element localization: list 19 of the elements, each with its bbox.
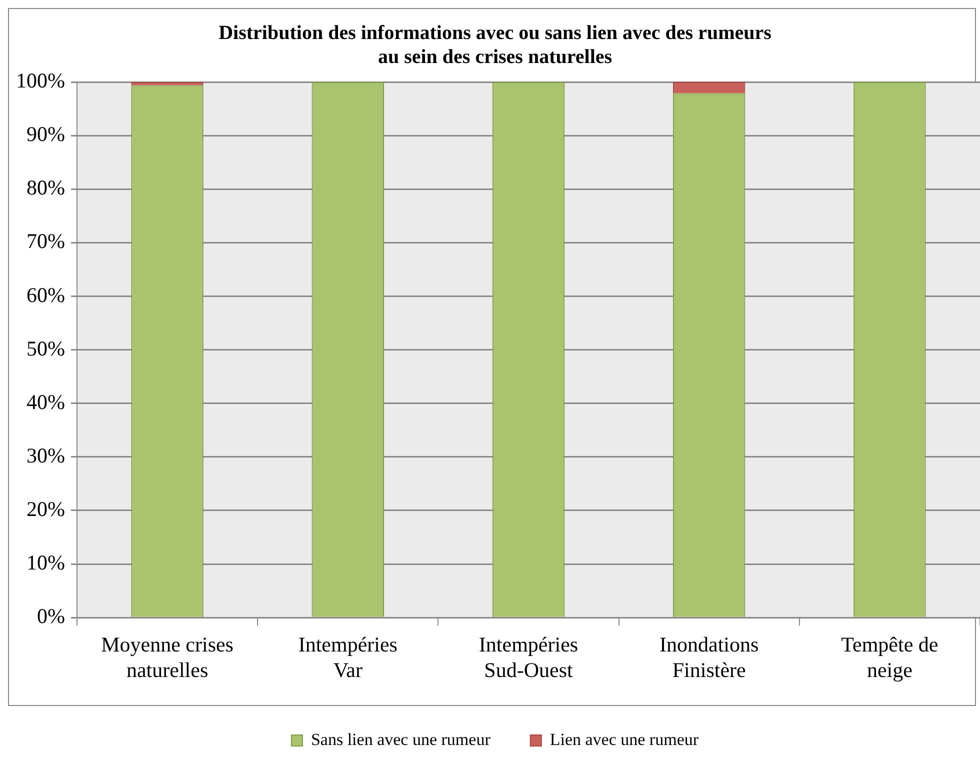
y-tick-label: 100%	[16, 68, 65, 93]
y-tick-label: 50%	[26, 336, 65, 360]
y-tick-label: 70%	[26, 229, 65, 254]
y-tick-label: 30%	[26, 443, 65, 468]
legend-label: Lien avec une rumeur	[550, 730, 699, 749]
y-tick-label: 80%	[26, 176, 65, 200]
x-tick-label: Intempéries Sud-Ouest	[478, 632, 578, 682]
y-tick-label: 10%	[26, 550, 65, 575]
legend-label: Sans lien avec une rumeur	[310, 730, 491, 749]
y-tick-label: 40%	[26, 390, 65, 414]
y-tick-label: 60%	[26, 282, 65, 307]
y-tick-label: 90%	[26, 122, 65, 146]
y-tick-label: 0%	[36, 604, 65, 628]
y-tick-label: 20%	[26, 496, 65, 521]
chart-title: Distribution des informations avec ou sans lien avec des rumeurs au sein des crises naturelles	[218, 22, 772, 68]
x-tick-label: Tempête de neige	[841, 632, 938, 682]
x-tick-label: Moyenne crises naturelles	[101, 632, 234, 682]
x-tick-label: Inondations Finistère	[660, 632, 759, 682]
x-tick-label: Intempéries Var	[298, 632, 398, 682]
